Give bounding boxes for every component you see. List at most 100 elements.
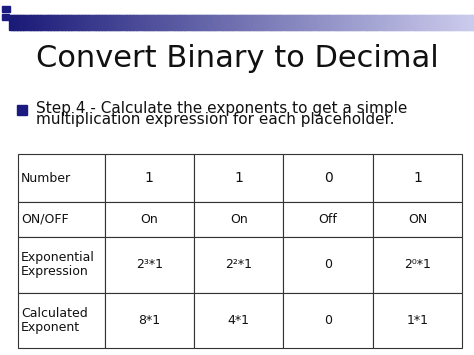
Bar [251,15,254,30]
Bar [363,15,365,30]
Bar [384,15,387,30]
Bar [348,15,351,30]
Bar [2,6,10,12]
Bar [347,15,349,30]
Text: ON: ON [408,213,427,226]
Bar [374,15,376,30]
Bar [201,15,204,30]
Bar [104,15,107,30]
Bar [33,15,35,30]
Bar [48,15,51,30]
Bar [98,15,100,30]
Bar [105,237,194,293]
Bar [283,15,286,30]
Bar [447,15,450,30]
Bar [338,15,340,30]
Bar [398,15,401,30]
Bar [127,15,130,30]
Bar [342,15,345,30]
Bar [229,15,232,30]
Text: Expression: Expression [21,265,89,278]
Bar [288,15,291,30]
Bar [466,15,469,30]
Bar [273,15,275,30]
Bar [178,15,181,30]
Bar [443,15,446,30]
Bar [208,15,210,30]
Bar [37,15,40,30]
Bar [65,15,68,30]
Bar [245,15,247,30]
Bar [46,15,49,30]
Bar [167,15,170,30]
Bar [287,15,289,30]
Bar [471,15,474,30]
Bar [445,15,447,30]
Bar [61,15,63,30]
Bar [290,15,292,30]
Bar [238,15,241,30]
Bar [87,15,90,30]
Text: Exponent: Exponent [21,321,80,334]
Bar [335,15,337,30]
Bar [205,15,207,30]
Bar [236,15,238,30]
Bar [310,15,312,30]
Bar [109,15,111,30]
Bar [44,15,46,30]
Bar [437,15,439,30]
Bar [164,15,167,30]
Bar [156,15,159,30]
Bar [18,202,105,237]
Text: ON/OFF: ON/OFF [21,213,68,226]
Bar [367,15,370,30]
Bar [29,15,32,30]
Bar [373,202,462,237]
Bar [454,15,456,30]
Bar [31,15,34,30]
Bar [147,15,150,30]
Bar [277,15,280,30]
Bar [149,15,151,30]
Bar [421,15,424,30]
Bar [473,15,474,30]
Bar [465,15,467,30]
Text: 2²*1: 2²*1 [225,258,252,271]
Bar [194,293,283,348]
Bar [129,15,131,30]
Bar [173,15,176,30]
Bar [146,15,148,30]
Bar [386,15,388,30]
Bar [373,237,462,293]
Bar [457,15,459,30]
Bar [237,15,239,30]
Bar [283,202,373,237]
Bar [160,15,162,30]
Bar [219,15,221,30]
Bar [381,15,383,30]
Text: Off: Off [319,213,337,226]
Bar [152,15,155,30]
Bar [79,15,82,30]
Bar [298,15,300,30]
Bar [434,15,436,30]
Bar [431,15,433,30]
Bar [39,15,41,30]
Bar [68,15,71,30]
Text: 4*1: 4*1 [228,314,250,327]
Bar [346,15,348,30]
Bar [358,15,360,30]
Bar [281,15,283,30]
Bar [458,15,461,30]
Bar [194,237,283,293]
Bar [400,15,402,30]
Bar [435,15,438,30]
Bar [352,15,354,30]
Bar [118,15,120,30]
Bar [372,15,374,30]
Bar [232,15,235,30]
Bar [406,15,409,30]
Text: multiplication expression for each placeholder.: multiplication expression for each place… [36,113,394,127]
Bar [194,202,283,237]
Bar [429,15,432,30]
